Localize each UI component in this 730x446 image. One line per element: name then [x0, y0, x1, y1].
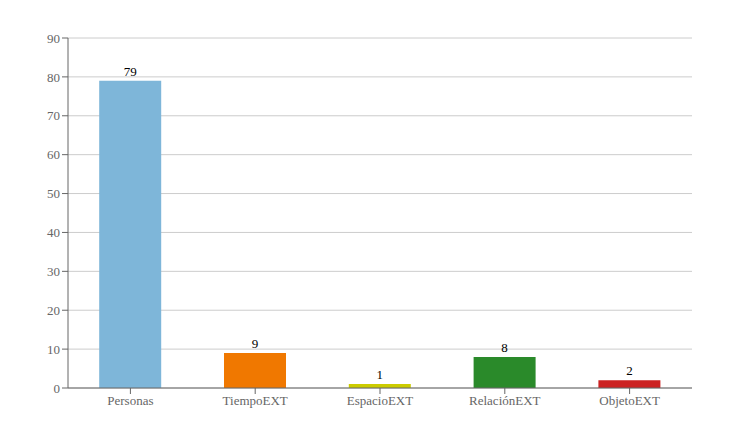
svg-text:EspacioEXT: EspacioEXT: [347, 393, 413, 408]
svg-text:30: 30: [47, 264, 60, 279]
svg-text:Personas: Personas: [107, 393, 153, 408]
svg-text:60: 60: [47, 147, 60, 162]
svg-text:80: 80: [47, 70, 60, 85]
svg-text:0: 0: [54, 381, 61, 396]
svg-text:RelaciónEXT: RelaciónEXT: [469, 393, 541, 408]
svg-text:90: 90: [47, 31, 60, 46]
svg-text:2: 2: [626, 363, 633, 378]
svg-text:9: 9: [252, 336, 259, 351]
svg-text:TiempoEXT: TiempoEXT: [223, 393, 288, 408]
svg-text:20: 20: [47, 303, 60, 318]
svg-text:1: 1: [377, 367, 384, 382]
svg-text:50: 50: [47, 186, 60, 201]
svg-text:ObjetoEXT: ObjetoEXT: [599, 393, 660, 408]
svg-text:40: 40: [47, 225, 60, 240]
svg-text:79: 79: [124, 64, 137, 79]
svg-text:70: 70: [47, 108, 60, 123]
svg-text:10: 10: [47, 342, 60, 357]
svg-text:8: 8: [501, 340, 508, 355]
